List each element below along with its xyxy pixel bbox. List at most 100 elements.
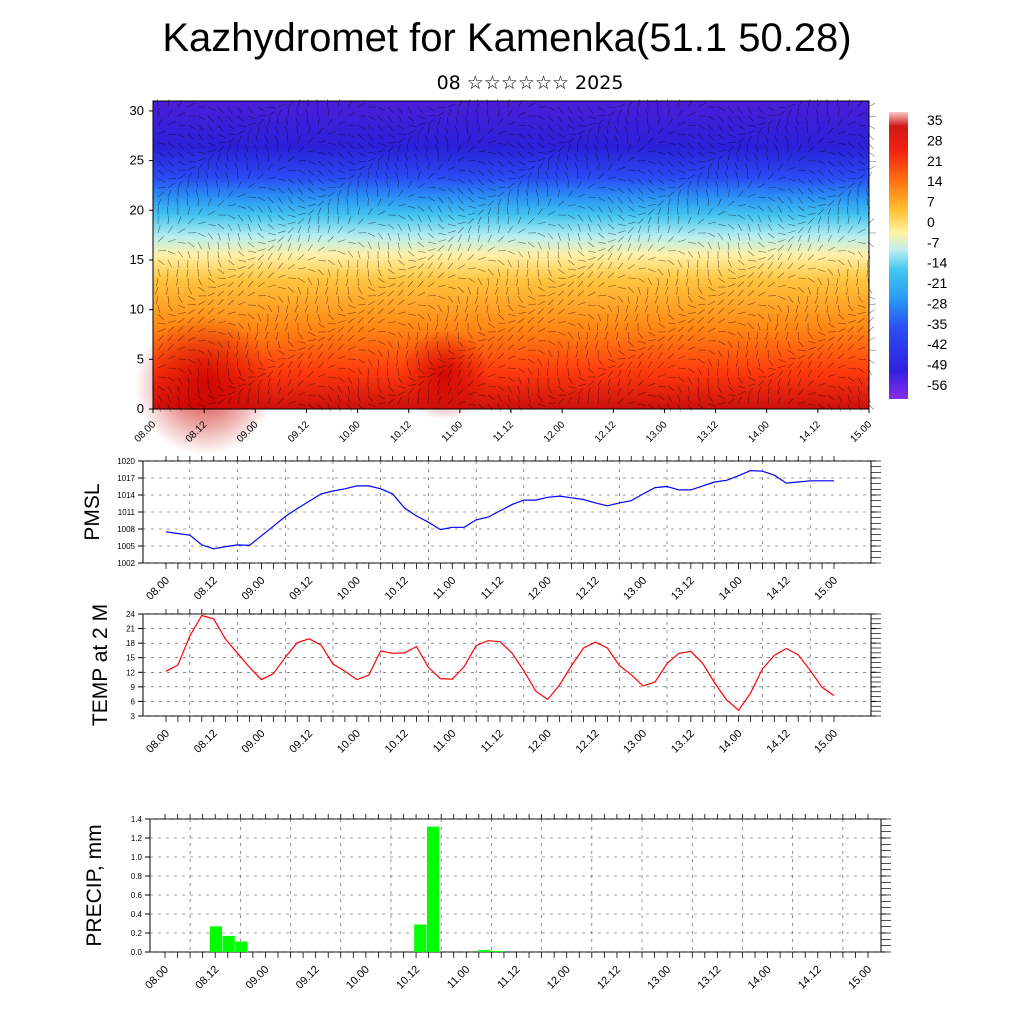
chart-title: Kazhydromet for Kamenka(51.1 50.28) — [162, 16, 852, 60]
y-tick-label: 15 — [130, 252, 144, 267]
x-tick-label: 13.12 — [669, 575, 697, 603]
x-tick-label: 12.00 — [542, 419, 568, 445]
y-tick-label: 30 — [130, 103, 144, 118]
x-tick-label: 14.12 — [796, 964, 824, 992]
x-tick-label: 10.12 — [383, 728, 411, 756]
y-tick-label: 21 — [126, 625, 135, 634]
x-tick-label: 09.00 — [240, 575, 268, 603]
y-tick-label: 1020 — [117, 457, 135, 466]
y-tick-label: 0 — [137, 401, 144, 416]
warm-core — [135, 315, 275, 455]
y-tick-label: 1.0 — [131, 853, 143, 862]
x-tick-label: 13.12 — [695, 419, 721, 445]
x-tick-label: 14.00 — [717, 728, 745, 756]
colorbar-label: 0 — [927, 214, 935, 230]
colorbar-label: -56 — [927, 377, 947, 393]
x-tick-label: 08.00 — [143, 964, 171, 992]
minor-ticks — [165, 609, 835, 722]
colorbar-label: -7 — [927, 234, 940, 250]
y-tick-label: 25 — [130, 153, 144, 168]
x-tick-label: 09.12 — [294, 964, 322, 992]
y-tick-label: 15 — [126, 654, 135, 663]
precip-bar — [490, 951, 504, 952]
y-tick-label: 1011 — [118, 508, 136, 517]
x-tick-label: 09.00 — [244, 964, 272, 992]
y-tick-label: 0.8 — [131, 872, 143, 881]
y-tick-label: 1014 — [117, 491, 135, 500]
y-axis-label: PRECIP, mm — [83, 824, 106, 946]
x-tick-label: 13.00 — [644, 419, 670, 445]
chart-subtitle: 08 ☆☆☆☆☆☆ 2025 — [436, 72, 624, 94]
x-tick-label: 08.00 — [144, 728, 172, 756]
colorbar-label: 28 — [927, 132, 943, 148]
x-tick-label: 12.12 — [574, 575, 602, 603]
y-tick-label: 5 — [137, 351, 144, 366]
y-tick-label: 0.2 — [131, 929, 143, 938]
x-tick-label: 13.12 — [696, 964, 724, 992]
colorbar-label: 21 — [927, 153, 943, 169]
y-tick-label: 20 — [130, 202, 144, 217]
x-tick-label: 12.12 — [593, 419, 619, 445]
x-tick-label: 10.00 — [335, 728, 363, 756]
x-tick-label: 14.00 — [717, 575, 745, 603]
colorbar-label: 35 — [927, 112, 943, 128]
precip-bar — [414, 924, 427, 952]
y-tick-label: 0.0 — [131, 948, 143, 957]
x-tick-label: 11.00 — [431, 575, 458, 602]
x-tick-label: 14.00 — [746, 964, 774, 992]
y-tick-label: 9 — [131, 683, 136, 692]
colorbar-label: 14 — [927, 173, 943, 189]
plot-frame — [149, 818, 882, 953]
precip-bar — [427, 826, 440, 952]
y-tick-label: 1.2 — [131, 834, 143, 843]
x-tick-label: 14.00 — [746, 419, 772, 445]
pmsl-panel: 1002 1005 1008 1011 1014 1017 1020 08.00 08.12 09… — [81, 456, 881, 603]
x-tick-label: 14.12 — [764, 728, 792, 756]
x-tick-label: 11.12 — [495, 964, 522, 991]
x-tick-label: 11.00 — [431, 728, 458, 755]
precip-panel: 0.0 0.2 0.4 0.6 0.8 1.0 1.2 1.4 08.00 08.12 09.00 0… — [83, 814, 891, 992]
y-tick-label: 6 — [131, 697, 136, 706]
x-tick-label: 15.00 — [846, 964, 874, 992]
colorbar-label: -21 — [927, 275, 947, 291]
x-tick-label: 09.00 — [240, 728, 268, 756]
x-tick-label: 08.12 — [193, 964, 221, 992]
y-tick-label: 3 — [131, 712, 136, 721]
precip-bar — [222, 935, 235, 952]
colorbar-label: -49 — [927, 357, 947, 373]
grid — [150, 818, 881, 953]
grid — [143, 613, 871, 717]
colorbar — [889, 112, 908, 399]
precip-bar — [478, 950, 491, 952]
colorbar-label: -14 — [927, 255, 947, 271]
x-tick-label: 12.00 — [545, 964, 573, 992]
y-tick-label: 1.4 — [131, 815, 143, 824]
x-tick-label: 09.12 — [287, 728, 315, 756]
x-tick-label: 11.12 — [479, 575, 506, 602]
minor-ticks — [165, 456, 835, 569]
x-tick-label: 09.12 — [287, 575, 315, 603]
y-tick-label: 1008 — [117, 525, 135, 534]
y-axis-label: PMSL — [81, 483, 104, 540]
x-tick-label: 13.12 — [669, 728, 697, 756]
x-tick-label: 10.00 — [337, 419, 363, 445]
x-tick-label: 11.12 — [479, 728, 506, 755]
x-tick-label: 15.00 — [812, 728, 840, 756]
colorbar-label: -42 — [927, 336, 947, 352]
y-axis-label: TEMP at 2 M — [89, 604, 112, 726]
x-tick-label: 13.00 — [645, 964, 673, 992]
wind-barbs — [155, 98, 877, 412]
x-tick-label: 12.12 — [595, 964, 623, 992]
x-tick-label: 11.12 — [491, 419, 516, 444]
warm-core — [400, 330, 490, 420]
y-tick-label: 0.4 — [131, 910, 143, 919]
colorbar-label: -35 — [927, 316, 947, 332]
x-tick-label: 14.12 — [764, 575, 792, 603]
y-tick-label: 1017 — [117, 474, 135, 483]
x-tick-label: 10.00 — [335, 575, 363, 603]
colorbar-label: -28 — [927, 295, 947, 311]
x-tick-label: 12.00 — [526, 575, 554, 603]
x-tick-label: 10.12 — [388, 419, 414, 445]
x-tick-label: 10.12 — [383, 575, 411, 603]
